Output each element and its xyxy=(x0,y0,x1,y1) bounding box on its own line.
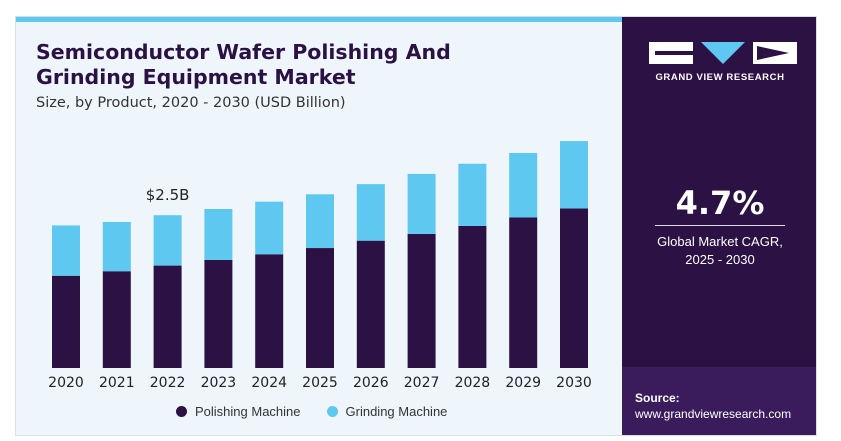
bar-polishing-2024 xyxy=(255,254,284,368)
bar-polishing-2025 xyxy=(306,248,334,368)
x-tick-label: 2030 xyxy=(556,375,592,391)
cagr-divider xyxy=(655,225,785,226)
cagr-value: 4.7% xyxy=(675,184,765,222)
bar-grinding-2023 xyxy=(204,208,233,260)
bar-polishing-2028 xyxy=(458,225,487,368)
bar-grinding-2027 xyxy=(407,173,436,234)
legend-item-grinding: Grinding Machine xyxy=(326,403,448,419)
data-label-2022: $2.5B xyxy=(146,186,190,204)
bar-grinding-2020 xyxy=(52,225,80,276)
x-tick-label: 2028 xyxy=(455,375,491,391)
bar-grinding-2030 xyxy=(560,141,588,209)
legend-label-polishing: Polishing Machine xyxy=(195,403,301,419)
legend-item-polishing: Polishing Machine xyxy=(176,404,301,419)
chart-title: Semiconductor Wafer Polishing And Grindi… xyxy=(36,40,451,89)
x-tick-label: 2027 xyxy=(404,375,440,391)
x-tick-label: 2023 xyxy=(201,375,237,391)
bar-grinding-2026 xyxy=(356,184,385,241)
x-tick-label: 2026 xyxy=(353,375,389,391)
x-tick-label: 2025 xyxy=(302,375,338,391)
legend-label-grinding: Grinding Machine xyxy=(345,403,448,419)
source-label: Source: xyxy=(635,391,680,405)
x-tick-label: 2021 xyxy=(99,375,135,391)
bar-polishing-2021 xyxy=(102,271,131,368)
bar-polishing-2023 xyxy=(204,259,233,368)
bar-polishing-2026 xyxy=(356,240,385,368)
bar-grinding-2022 xyxy=(153,215,182,266)
cagr-label-line1: Global Market CAGR, xyxy=(657,234,783,249)
infographic-card: Semiconductor Wafer Polishing And Grindi… xyxy=(15,16,817,436)
side-panel: GRAND VIEW RESEARCH 4.7% Global Market C… xyxy=(622,17,816,435)
legend-swatch-polishing xyxy=(176,405,187,417)
grand-view-research-logo xyxy=(649,42,797,64)
bar-polishing-2022 xyxy=(153,265,182,368)
legend: Polishing Machine Grinding Machine xyxy=(176,402,473,420)
source-box: Source: www.grandviewresearch.com xyxy=(622,367,816,435)
bar-polishing-2029 xyxy=(509,217,538,368)
bar-polishing-2030 xyxy=(560,208,588,368)
accent-line xyxy=(16,17,622,22)
bar-grinding-2025 xyxy=(306,194,334,249)
chart-subtitle: Size, by Product, 2020 - 2030 (USD Billi… xyxy=(36,95,346,111)
x-tick-label: 2020 xyxy=(48,375,84,391)
legend-swatch-grinding xyxy=(326,405,338,417)
cagr-label: Global Market CAGR, 2025 - 2030 xyxy=(622,233,816,269)
bar-polishing-2020 xyxy=(52,275,80,368)
x-tick-label: 2024 xyxy=(251,375,287,391)
bar-grinding-2024 xyxy=(255,201,284,255)
brand-name: GRAND VIEW RESEARCH xyxy=(655,72,785,83)
bar-polishing-2027 xyxy=(407,233,436,368)
x-tick-label: 2029 xyxy=(505,375,541,391)
bar-grinding-2021 xyxy=(102,222,131,272)
bar-grinding-2029 xyxy=(509,152,538,218)
bar-chart: 2020 2021 2022 $2.5B 2023 2024 2025 2026 2027 202… xyxy=(48,141,592,391)
source-link[interactable]: www.grandviewresearch.com xyxy=(635,407,792,421)
x-tick-label: 2022 xyxy=(150,375,186,391)
bar-grinding-2028 xyxy=(458,163,487,226)
cagr-label-line2: 2025 - 2030 xyxy=(685,252,755,267)
